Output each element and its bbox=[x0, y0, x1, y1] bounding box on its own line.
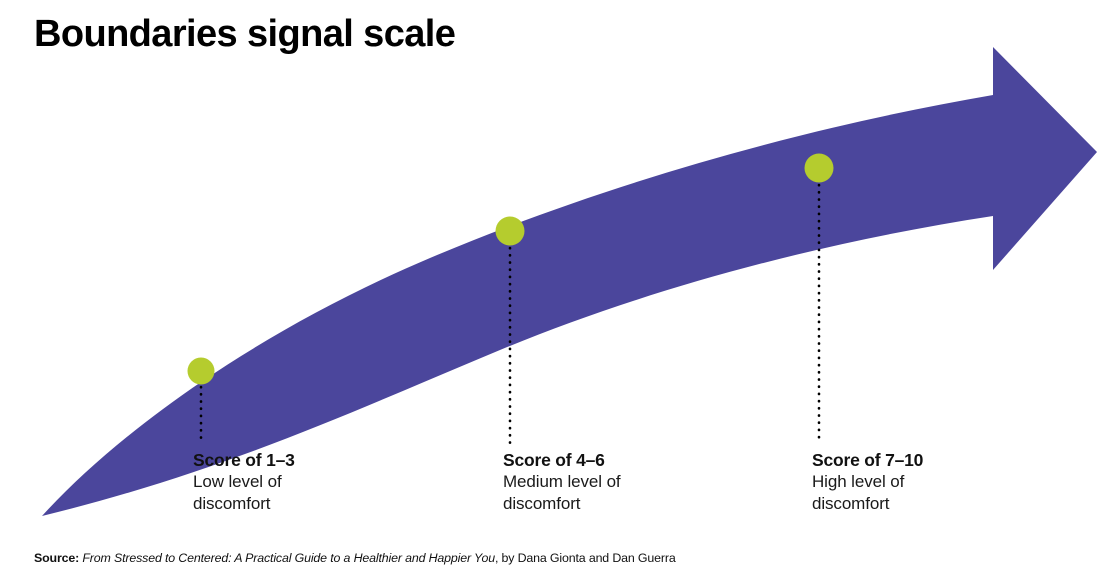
scale-dot-low bbox=[187, 357, 215, 385]
source-authors: , by Dana Gionta and Dan Guerra bbox=[494, 551, 676, 565]
callout-description-high: High level of discomfort bbox=[812, 471, 1002, 515]
callout-description-low-line2: discomfort bbox=[193, 494, 271, 513]
callout-description-high-line2: discomfort bbox=[812, 494, 890, 513]
callout-description-medium: Medium level of discomfort bbox=[503, 471, 693, 515]
scale-dot-high bbox=[804, 153, 834, 183]
source-label: Source: bbox=[34, 551, 80, 565]
callout-description-medium-line1: Medium level of bbox=[503, 472, 621, 491]
callout-description-high-line1: High level of bbox=[812, 472, 905, 491]
callout-low: Score of 1–3 Low level of discomfort bbox=[193, 450, 383, 515]
callout-score-medium: Score of 4–6 bbox=[503, 450, 605, 470]
callout-score-high: Score of 7–10 bbox=[812, 450, 924, 470]
scale-dot-medium bbox=[495, 216, 525, 246]
source-title: From Stressed to Centered: A Practical G… bbox=[82, 551, 495, 565]
page-title: Boundaries signal scale bbox=[34, 13, 456, 55]
callout-description-low: Low level of discomfort bbox=[193, 471, 383, 515]
callout-description-low-line1: Low level of bbox=[193, 472, 282, 491]
callout-score-low: Score of 1–3 bbox=[193, 450, 295, 470]
callout-description-medium-line2: discomfort bbox=[503, 494, 581, 513]
callout-medium: Score of 4–6 Medium level of discomfort bbox=[503, 450, 693, 515]
source-note: Source: From Stressed to Centered: A Pra… bbox=[34, 551, 676, 565]
callout-high: Score of 7–10 High level of discomfort bbox=[812, 450, 1002, 515]
rising-curved-arrow bbox=[42, 47, 1097, 516]
